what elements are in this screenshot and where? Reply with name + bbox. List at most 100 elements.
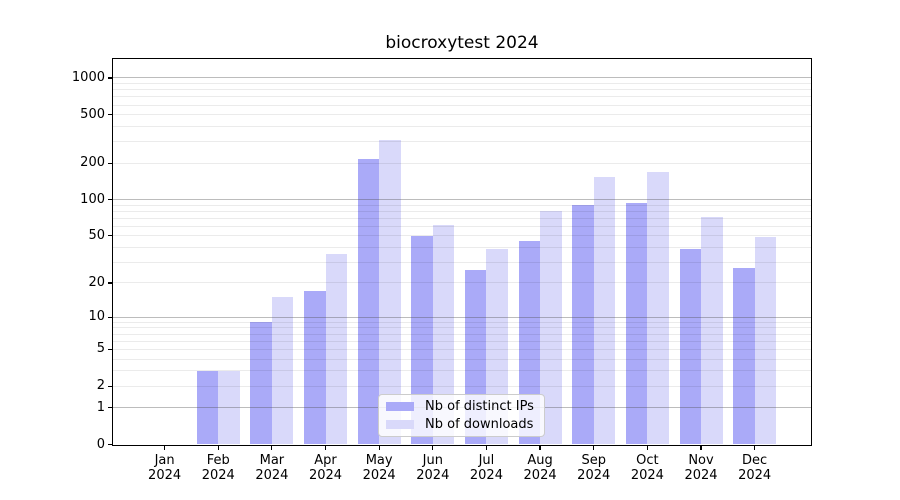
x-tickmark bbox=[754, 444, 756, 450]
x-tickmark bbox=[164, 444, 166, 450]
bar-distinct-ips bbox=[357, 159, 380, 445]
bar-downloads bbox=[647, 171, 669, 445]
bar-distinct-ips bbox=[572, 205, 594, 445]
y-tick-label: 1 bbox=[96, 399, 105, 415]
legend: Nb of distinct IPs Nb of downloads bbox=[378, 394, 545, 437]
y-tickmark bbox=[108, 235, 113, 237]
y-tickmark bbox=[108, 162, 113, 164]
x-tickmark bbox=[646, 444, 648, 450]
y-tickmark bbox=[108, 316, 113, 318]
gridline-minor bbox=[113, 261, 811, 263]
y-tick-label: 1000 bbox=[71, 69, 105, 85]
bar-downloads bbox=[754, 236, 777, 445]
bar-distinct-ips bbox=[196, 370, 219, 445]
y-tick-label: 5 bbox=[96, 341, 105, 357]
bar-downloads bbox=[271, 297, 294, 445]
gridline-minor bbox=[113, 327, 811, 329]
legend-entry-distinct-ips: Nb of distinct IPs bbox=[386, 397, 536, 416]
x-tick-label-year: 2024 bbox=[523, 467, 557, 483]
bar-distinct-ips bbox=[518, 241, 541, 445]
gridline-minor bbox=[113, 282, 811, 284]
bar-downloads bbox=[540, 211, 562, 445]
x-tick-label-month: Dec bbox=[742, 452, 768, 468]
legend-label-downloads: Nb of downloads bbox=[425, 417, 534, 433]
bar-distinct-ips bbox=[679, 248, 701, 445]
gridline-minor bbox=[113, 358, 811, 360]
y-tickmark bbox=[108, 282, 113, 284]
gridline-minor bbox=[113, 217, 811, 219]
gridline-minor bbox=[113, 333, 811, 335]
y-tickmark bbox=[108, 77, 113, 79]
x-tick-label-year: 2024 bbox=[308, 467, 343, 483]
y-tickmark bbox=[108, 385, 113, 387]
gridline-minor bbox=[113, 96, 811, 98]
legend-swatch-downloads bbox=[386, 420, 414, 430]
plot-area bbox=[112, 58, 812, 446]
bars-layer bbox=[113, 59, 811, 445]
bar-downloads bbox=[379, 139, 401, 445]
gridline-minor bbox=[113, 370, 811, 372]
y-tickmark bbox=[108, 199, 113, 201]
legend-swatch-distinct-ips bbox=[386, 401, 414, 411]
y-tick-label: 10 bbox=[88, 309, 105, 325]
x-tickmark bbox=[324, 444, 327, 450]
x-tick-label-year: 2024 bbox=[577, 467, 611, 483]
y-tickmark bbox=[108, 114, 113, 116]
gridline-minor bbox=[113, 246, 811, 248]
gridline-major bbox=[113, 316, 811, 318]
x-tick-label-year: 2024 bbox=[469, 467, 503, 483]
bar-downloads bbox=[701, 216, 723, 445]
gridline-minor bbox=[113, 104, 811, 106]
y-tick-label: 0 bbox=[96, 436, 105, 452]
gridline-minor bbox=[113, 348, 811, 350]
x-tick-label-year: 2024 bbox=[201, 467, 235, 483]
x-tick-label-year: 2024 bbox=[148, 467, 182, 483]
gridline-minor bbox=[113, 385, 811, 387]
grid-layer bbox=[113, 59, 811, 445]
x-tickmark bbox=[271, 444, 273, 450]
x-tick-label-month: Jun bbox=[422, 452, 443, 468]
gridline-minor bbox=[113, 340, 811, 342]
x-tick-label-month: Sep bbox=[581, 452, 606, 468]
x-tick-label-month: Mar bbox=[259, 452, 285, 468]
gridline-minor bbox=[113, 141, 811, 143]
bar-downloads bbox=[218, 370, 240, 445]
x-tick-label-month: Feb bbox=[206, 452, 230, 468]
gridline-minor bbox=[113, 114, 811, 116]
x-tickmark bbox=[539, 444, 541, 450]
y-tick-label: 20 bbox=[88, 274, 105, 290]
gridline-minor bbox=[113, 204, 811, 206]
gridline-minor bbox=[113, 225, 811, 227]
x-tickmark bbox=[217, 444, 219, 450]
x-tickmark bbox=[700, 444, 702, 450]
bar-downloads bbox=[325, 254, 348, 445]
gridline-minor bbox=[113, 125, 811, 127]
gridline-major bbox=[113, 199, 811, 201]
gridline-major bbox=[113, 77, 811, 79]
x-tickmark bbox=[593, 444, 595, 450]
gridline-minor bbox=[113, 83, 811, 85]
y-tickmark bbox=[108, 348, 113, 351]
x-tick-label-month: Jan bbox=[154, 452, 175, 468]
legend-label-distinct-ips: Nb of distinct IPs bbox=[425, 398, 534, 414]
x-tickmark bbox=[485, 444, 488, 450]
x-tick-label-year: 2024 bbox=[684, 467, 718, 483]
x-tick-label-month: Apr bbox=[314, 452, 337, 468]
x-tick-label-year: 2024 bbox=[362, 467, 396, 483]
x-tick-label-month: Nov bbox=[688, 452, 714, 468]
y-tick-label: 2 bbox=[96, 378, 105, 394]
y-tick-label: 100 bbox=[80, 191, 105, 207]
y-tick-label: 50 bbox=[88, 227, 105, 243]
x-tick-label-month: Aug bbox=[527, 452, 553, 468]
y-tick-label: 200 bbox=[80, 155, 105, 171]
legend-entry-downloads: Nb of downloads bbox=[386, 416, 536, 435]
bar-distinct-ips bbox=[304, 291, 326, 445]
x-tick-label-month: Jul bbox=[478, 452, 495, 468]
x-tick-label-year: 2024 bbox=[630, 467, 664, 483]
x-tick-label-year: 2024 bbox=[738, 467, 772, 483]
gridline-minor bbox=[113, 210, 811, 212]
chart-title: biocroxytest 2024 bbox=[385, 33, 539, 53]
bar-distinct-ips bbox=[625, 203, 648, 445]
x-tickmark bbox=[432, 444, 434, 450]
